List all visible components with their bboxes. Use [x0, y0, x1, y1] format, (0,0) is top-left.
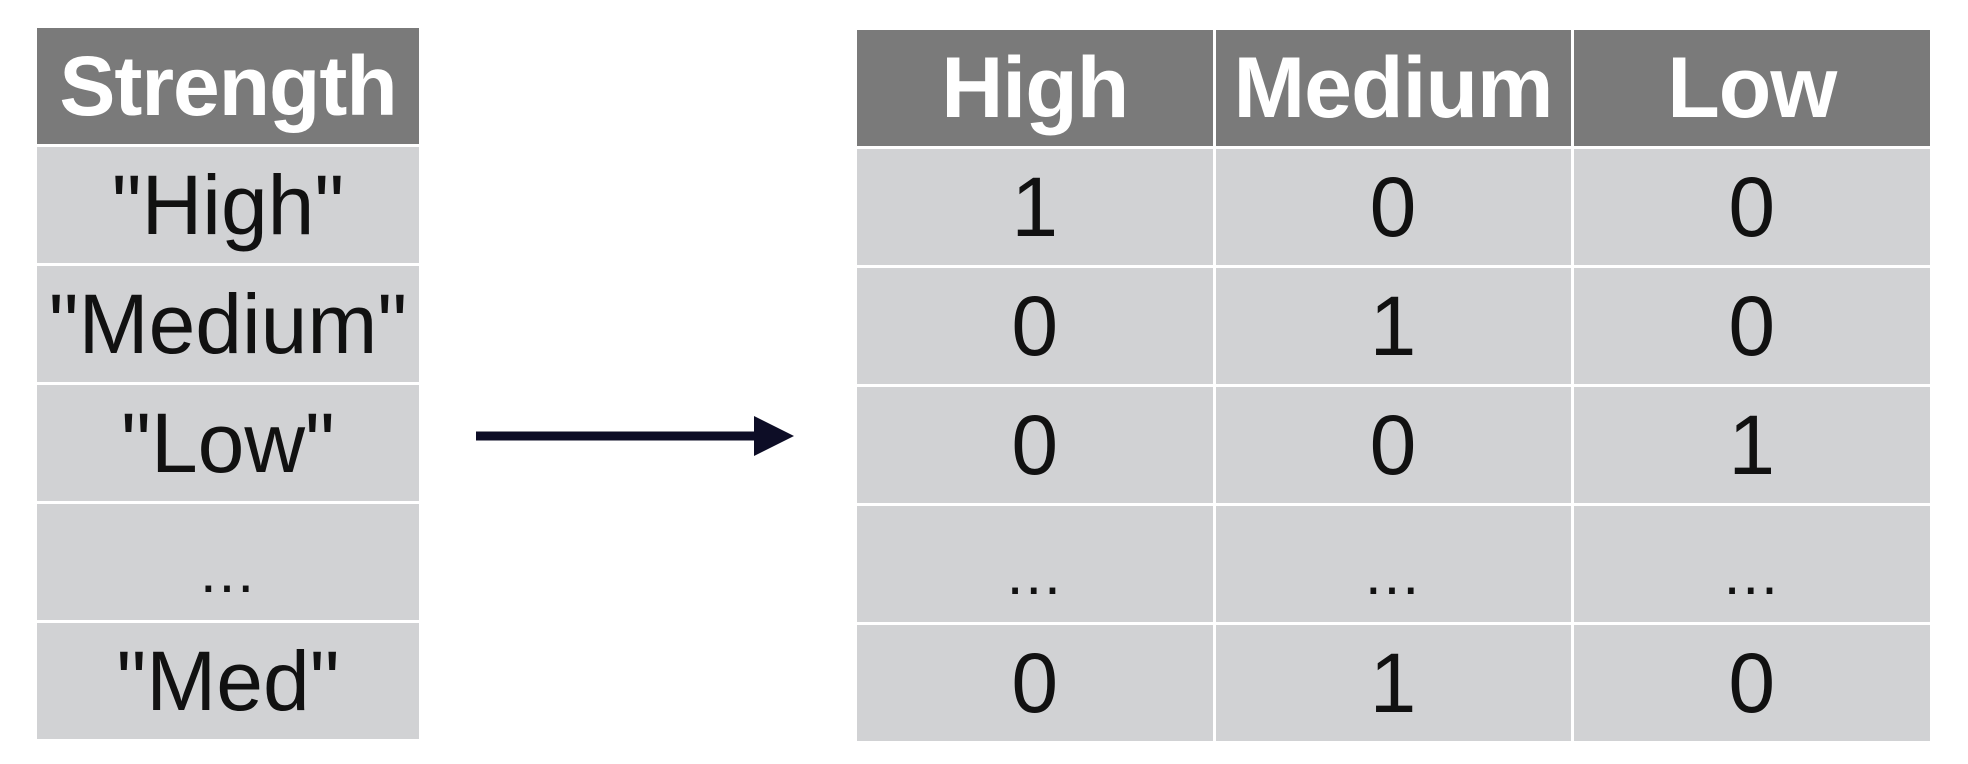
one-hot-table: High Medium Low 1 0 0 0 1 0 0 0 1 ... ..…	[857, 30, 1930, 741]
source-header-row: Strength	[37, 28, 419, 147]
encoded-cell-ellipsis: ...	[1214, 504, 1574, 625]
table-row: "Low"	[37, 383, 419, 504]
source-cell-ellipsis: ...	[37, 502, 419, 623]
ellipsis-text: ...	[199, 538, 256, 605]
encoded-cell: 1	[1214, 266, 1574, 387]
source-cell: "Medium"	[37, 264, 419, 385]
encoded-cell: 0	[1572, 623, 1930, 741]
table-row: 0 1 0	[857, 266, 1930, 387]
table-row: 1 0 0	[857, 147, 1930, 268]
table-row: 0 1 0	[857, 623, 1930, 741]
ellipsis-text: ...	[1364, 540, 1421, 607]
encoded-cell: 0	[857, 385, 1216, 506]
encoded-cell: 1	[857, 147, 1216, 268]
encoded-header-row: High Medium Low	[857, 30, 1930, 149]
right-arrow-icon	[476, 416, 794, 456]
source-table: Strength "High" "Medium" "Low" ... "Med"	[37, 28, 419, 739]
encoded-cell: 0	[857, 266, 1216, 387]
encoded-cell-ellipsis: ...	[857, 504, 1216, 625]
ellipsis-text: ...	[1006, 540, 1063, 607]
table-row: ... ... ...	[857, 504, 1930, 625]
encoded-cell: 0	[1214, 147, 1574, 268]
header-medium: Medium	[1214, 30, 1574, 149]
header-low: Low	[1572, 30, 1930, 149]
encoded-cell: 1	[1572, 385, 1930, 506]
source-cell: "High"	[37, 145, 419, 266]
encoded-cell-ellipsis: ...	[1572, 504, 1930, 625]
table-row: ...	[37, 502, 419, 623]
encoded-cell: 0	[1214, 385, 1574, 506]
encoded-cell: 0	[1572, 147, 1930, 268]
source-cell: "Low"	[37, 383, 419, 504]
encoded-cell: 1	[1214, 623, 1574, 741]
arrow-head	[754, 416, 794, 456]
ellipsis-text: ...	[1723, 540, 1780, 607]
source-header-strength: Strength	[37, 28, 419, 147]
table-row: "Med"	[37, 621, 419, 739]
header-high: High	[857, 30, 1216, 149]
source-cell: "Med"	[37, 621, 419, 739]
table-row: 0 0 1	[857, 385, 1930, 506]
encoded-cell: 0	[1572, 266, 1930, 387]
encoded-cell: 0	[857, 623, 1216, 741]
table-row: "Medium"	[37, 264, 419, 385]
table-row: "High"	[37, 145, 419, 266]
